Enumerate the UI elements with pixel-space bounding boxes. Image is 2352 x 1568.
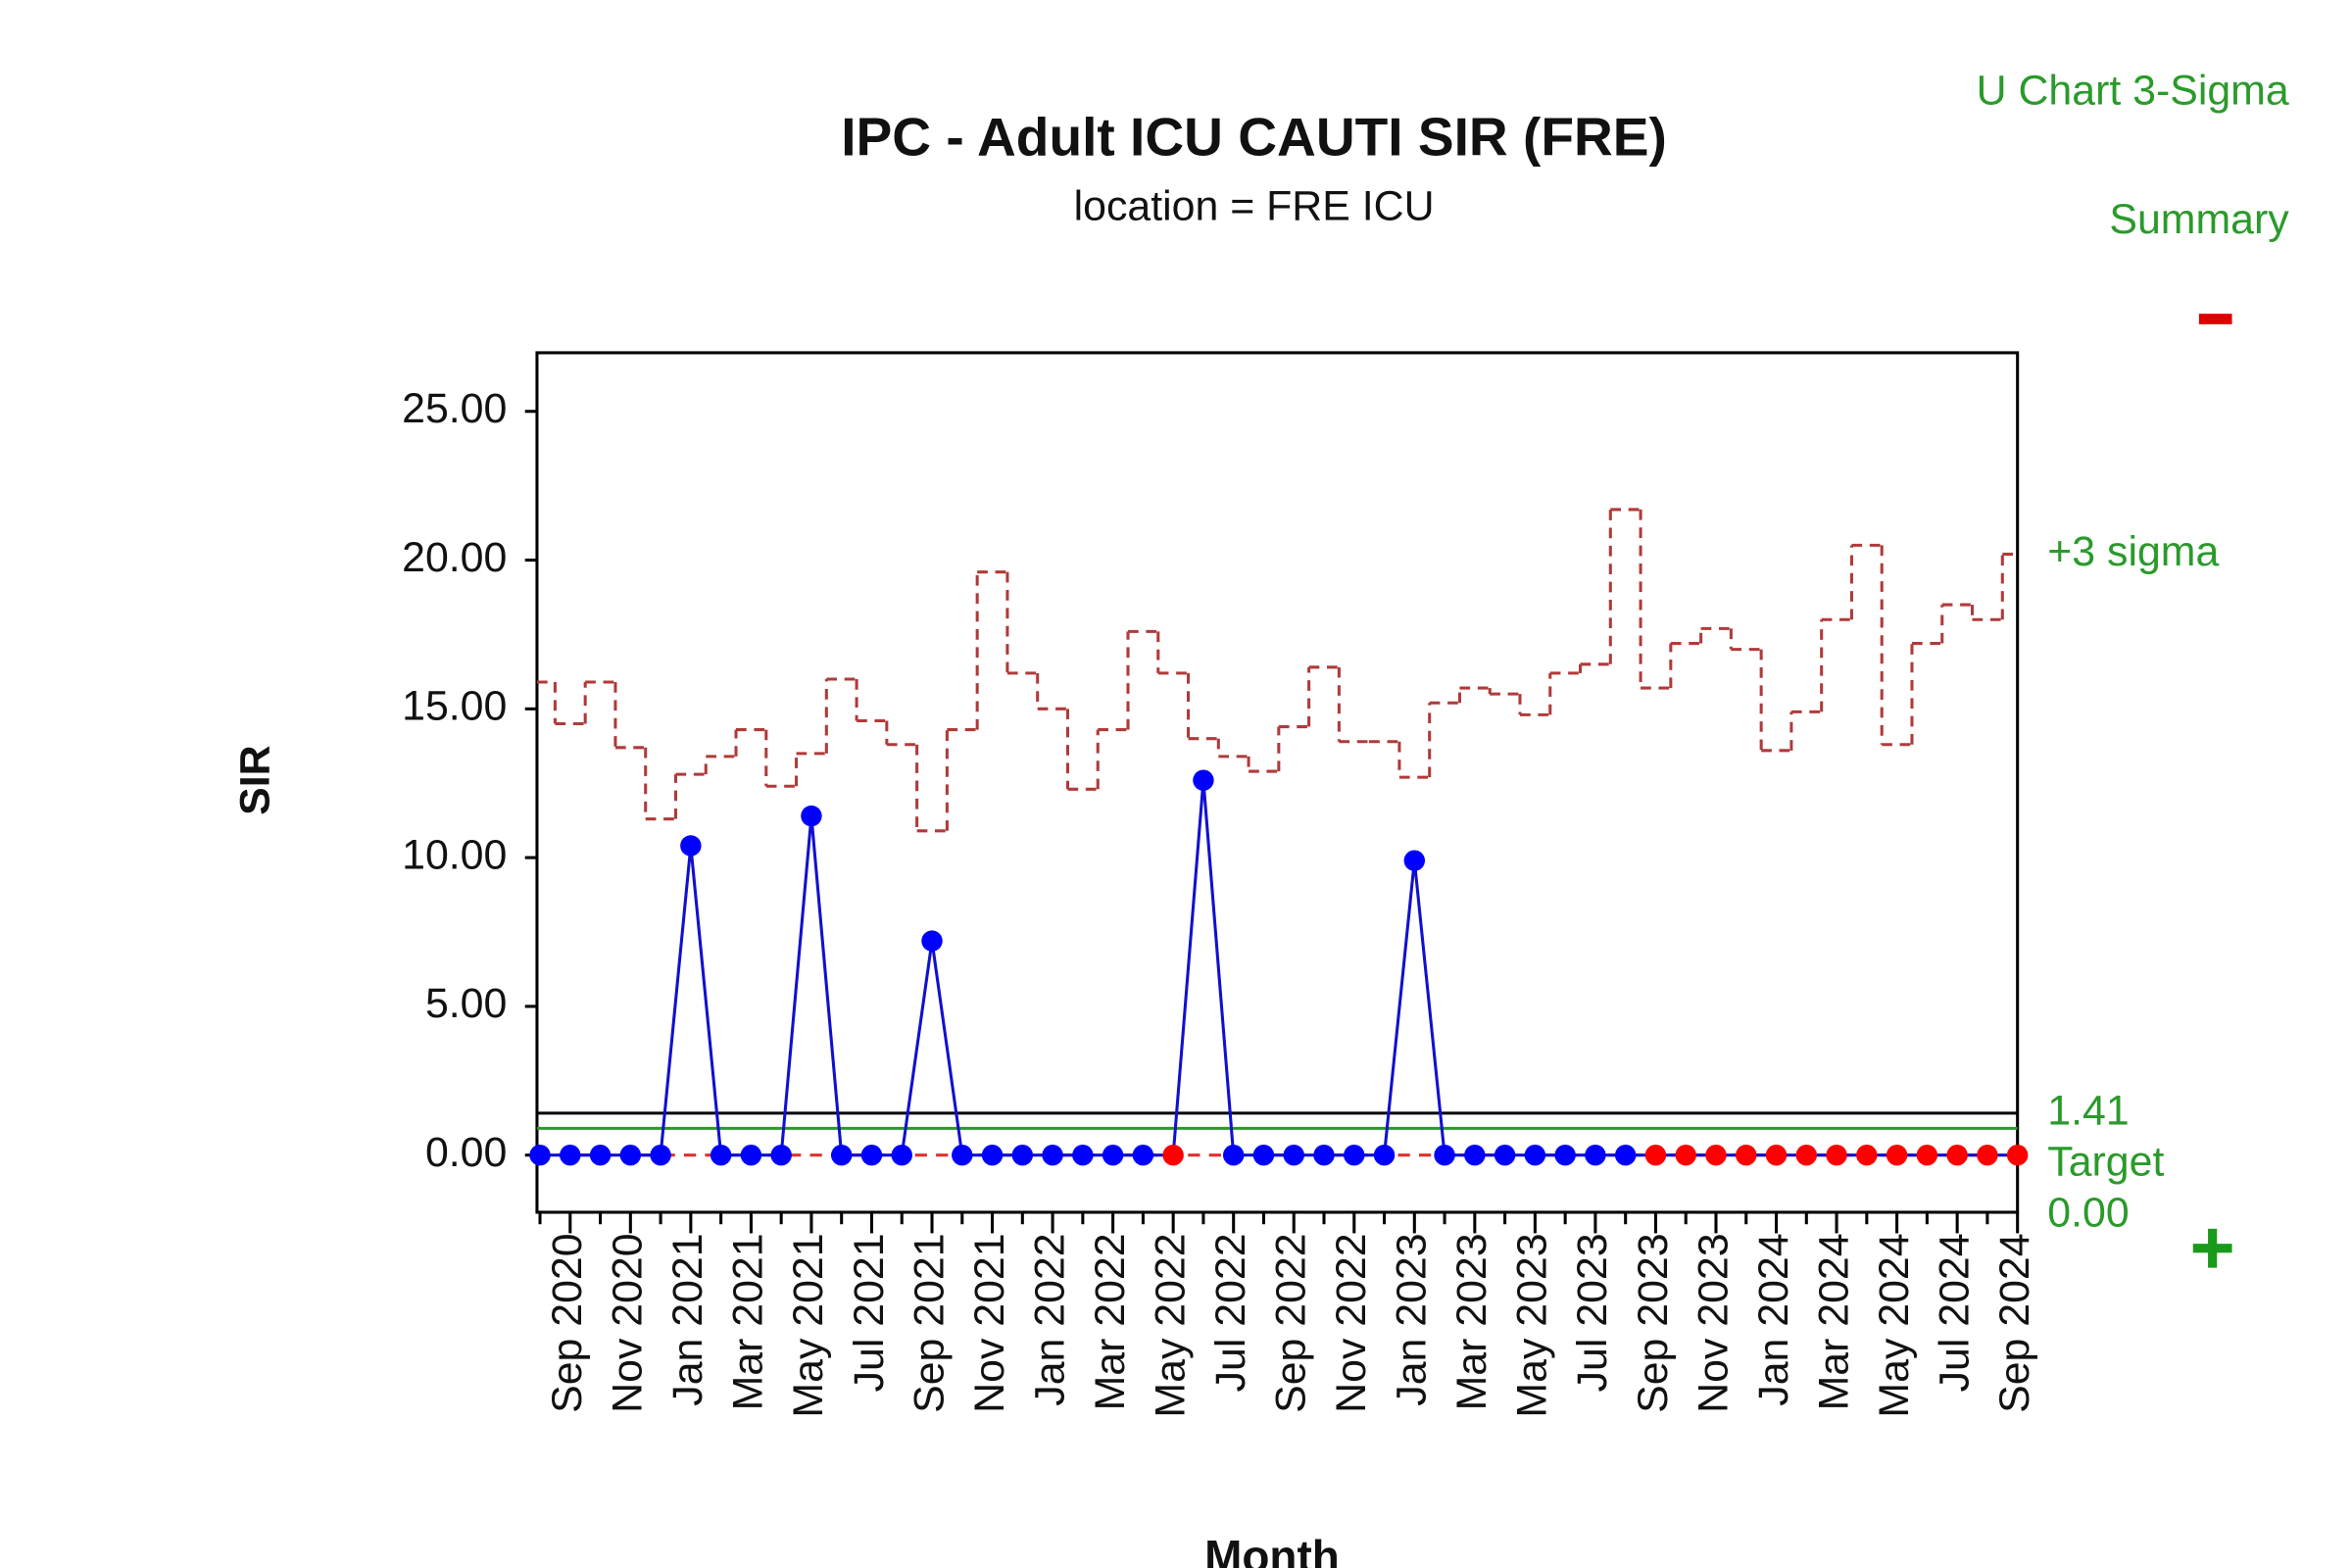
x-tick-label: Mar 2021 [725, 1233, 772, 1410]
expand-icon[interactable] [2208, 1228, 2218, 1268]
data-point [952, 1144, 973, 1166]
x-tick-label: May 2024 [1871, 1233, 1918, 1417]
data-point [1977, 1144, 1998, 1166]
data-point [1524, 1144, 1546, 1166]
x-tick-label: Jul 2024 [1931, 1233, 1978, 1392]
data-point [1102, 1144, 1124, 1166]
data-point [740, 1144, 762, 1166]
data-point [1222, 1144, 1245, 1166]
x-tick-label: Jan 2022 [1026, 1233, 1073, 1405]
data-point [1916, 1144, 1938, 1166]
y-tick-label: 15.00 [402, 683, 507, 730]
data-point [1193, 769, 1214, 791]
chart-subtitle: location = FRE ICU [1074, 182, 1435, 229]
x-tick-label: Jan 2021 [664, 1233, 711, 1405]
x-tick-label: Mar 2022 [1087, 1233, 1134, 1410]
data-point [1795, 1144, 1818, 1166]
y-tick-label: 20.00 [402, 534, 507, 581]
data-point [1614, 1144, 1637, 1166]
x-tick-label: Mar 2023 [1448, 1233, 1495, 1410]
x-tick-label: Mar 2024 [1810, 1233, 1857, 1410]
data-point [1162, 1144, 1184, 1166]
data-point [770, 1144, 792, 1166]
data-point [1252, 1144, 1275, 1166]
x-tick-label: Sep 2024 [1991, 1233, 2038, 1412]
y-tick-label: 5.00 [425, 980, 507, 1027]
x-tick-label: Nov 2022 [1328, 1233, 1375, 1412]
x-tick-label: May 2022 [1147, 1233, 1194, 1417]
data-point [830, 1144, 853, 1166]
x-tick-label: Jul 2023 [1569, 1233, 1616, 1392]
data-point [650, 1144, 671, 1166]
x-tick-label: May 2021 [785, 1233, 832, 1417]
data-point [1494, 1144, 1516, 1166]
x-tick-label: Sep 2022 [1268, 1233, 1315, 1412]
data-point [1856, 1144, 1878, 1166]
data-point [680, 835, 702, 857]
data-point [1072, 1144, 1094, 1166]
lcl-label: 0.00 [2047, 1189, 2129, 1236]
data-point [1675, 1144, 1696, 1166]
data-point [1946, 1144, 1968, 1166]
data-point [1434, 1144, 1455, 1166]
collapse-icon[interactable] [2198, 314, 2232, 324]
corner-text: Summary [2109, 196, 2289, 243]
center-line-label: 1.41 [2047, 1087, 2129, 1134]
data-point [529, 1144, 551, 1166]
data-point [891, 1144, 912, 1166]
data-point [1344, 1144, 1365, 1166]
y-tick-label: 0.00 [425, 1129, 507, 1176]
data-point [921, 930, 943, 952]
x-tick-label: Nov 2021 [966, 1233, 1013, 1412]
data-point [1886, 1144, 1908, 1166]
data-point [1644, 1144, 1667, 1166]
data-point [1283, 1144, 1304, 1166]
data-point [1313, 1144, 1335, 1166]
data-point [1826, 1144, 1847, 1166]
data-point [1736, 1144, 1757, 1166]
data-point [560, 1144, 581, 1166]
x-tick-label: Sep 2021 [906, 1233, 953, 1412]
x-tick-label: Nov 2020 [605, 1233, 652, 1412]
y-tick-label: 10.00 [402, 831, 507, 878]
data-point [1042, 1144, 1063, 1166]
data-point [1765, 1144, 1788, 1166]
x-tick-label: Jul 2022 [1207, 1233, 1254, 1392]
data-point [589, 1144, 612, 1166]
x-tick-label: Sep 2020 [544, 1233, 591, 1412]
data-point [2006, 1144, 2029, 1166]
data-point [1403, 850, 1426, 871]
x-tick-label: Jan 2024 [1750, 1233, 1797, 1405]
data-point [1464, 1144, 1486, 1166]
x-tick-label: Nov 2023 [1690, 1233, 1737, 1412]
plot-frame [535, 351, 2020, 1214]
data-point [710, 1144, 732, 1166]
data-point [1705, 1144, 1727, 1166]
y-tick-label: 25.00 [402, 385, 507, 432]
chart-title: IPC - Adult ICU CAUTI SIR (FRE) [841, 107, 1667, 168]
x-tick-label: Jan 2023 [1389, 1233, 1436, 1405]
data-point [860, 1144, 883, 1166]
x-tick-label: Jul 2021 [846, 1233, 893, 1392]
data-point [1554, 1144, 1576, 1166]
data-point [801, 805, 822, 827]
x-tick-label: May 2023 [1509, 1233, 1556, 1417]
data-point [1585, 1144, 1606, 1166]
data-point [619, 1144, 642, 1166]
data-point [1373, 1144, 1396, 1166]
corner-text: U Chart 3-Sigma [1977, 67, 2289, 114]
data-point [1132, 1144, 1154, 1166]
data-point [981, 1144, 1004, 1166]
x-axis-title: Month [1204, 1531, 1340, 1568]
data-point [1011, 1144, 1034, 1166]
target-line-label: Target [2047, 1138, 2164, 1185]
x-tick-label: Sep 2023 [1630, 1233, 1677, 1412]
ucl-label: +3 sigma [2047, 528, 2219, 575]
y-axis-title: SIR [232, 745, 279, 814]
